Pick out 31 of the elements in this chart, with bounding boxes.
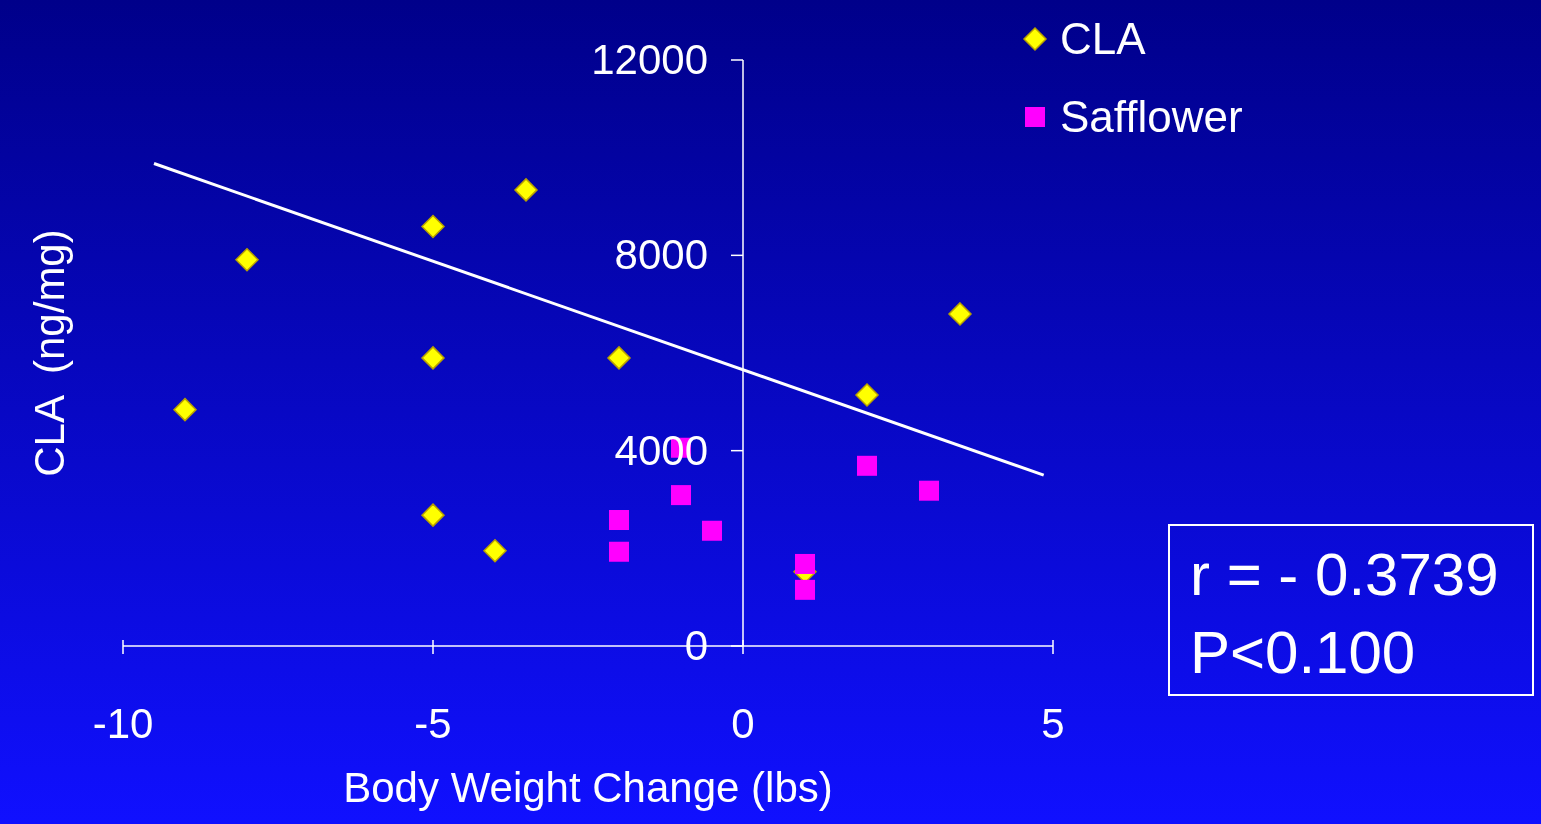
point: [421, 214, 445, 239]
point: [514, 178, 538, 202]
point: [795, 579, 815, 600]
y-tick-label: 8000: [614, 231, 708, 279]
point: [919, 480, 939, 501]
point: [483, 539, 507, 563]
legend-label: Safflower: [1060, 92, 1243, 142]
point: [948, 302, 972, 326]
x-tick-label: 5: [1041, 700, 1065, 747]
point: [421, 346, 445, 370]
point: [609, 510, 629, 531]
point: [702, 520, 722, 541]
point: [671, 485, 691, 506]
y-axis-title: CLA (ng/mg): [26, 229, 74, 477]
x-tick-label: 0: [731, 700, 755, 747]
point: [421, 503, 445, 527]
point: [607, 346, 631, 370]
x-axis-title: Body Weight Change (lbs): [343, 764, 833, 811]
point: [235, 247, 259, 272]
x-tick-label: -5: [414, 700, 452, 747]
point: [855, 383, 879, 407]
point: [609, 541, 629, 562]
y-tick-label: 12000: [591, 36, 708, 83]
x-tick-label: -10: [92, 700, 154, 747]
text: r = - 0.3739: [1190, 540, 1500, 610]
y-tick-label: 4000: [614, 426, 708, 474]
point: [795, 553, 815, 574]
point: [173, 397, 197, 422]
point: [857, 455, 877, 476]
legend-label: CLA: [1060, 14, 1146, 64]
text: P<0.100: [1190, 618, 1417, 688]
